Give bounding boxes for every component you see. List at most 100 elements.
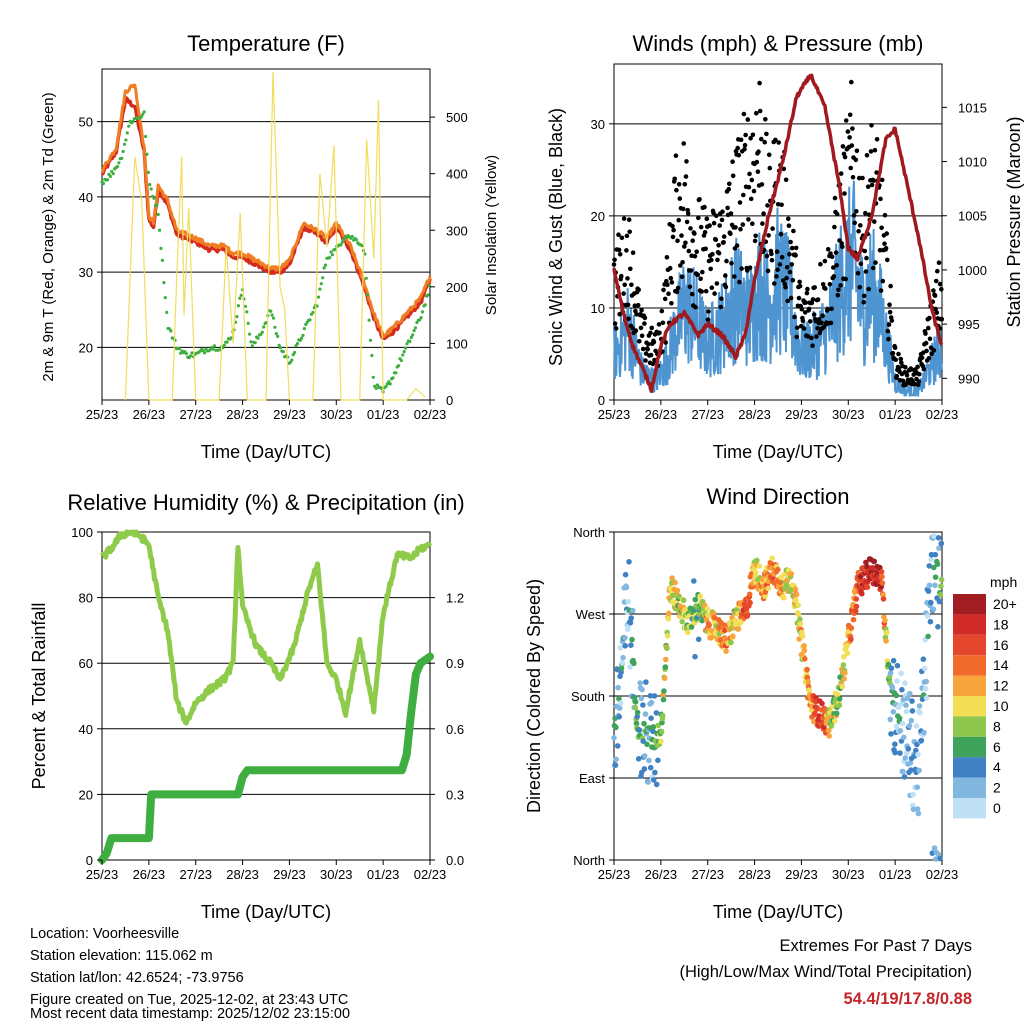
gust-point [852,220,857,226]
gust-point [747,171,752,177]
gust-point [774,249,780,254]
gust-point [791,228,796,234]
dewpoint-point [375,383,380,387]
gust-point [924,348,929,354]
dewpoint-point [364,276,368,280]
wind-direction-point [804,666,810,673]
wind-direction-point [616,705,623,711]
wind-direction-point [648,699,655,706]
gust-point [723,284,729,290]
x-tick-label: 29/23 [273,867,306,882]
wind-direction-point [888,731,894,737]
wind-direction-point [864,563,870,570]
gust-point [730,159,735,164]
wind-direction-point [930,606,937,612]
gust-point [743,132,748,138]
gust-point [674,187,679,193]
gust-point [765,268,771,274]
x-tick-label: 25/23 [598,867,631,882]
dewpoint-point [367,318,371,322]
gust-point [825,247,831,252]
dewpoint-point [121,149,125,154]
temperature-9m-line [100,83,432,339]
gust-point [880,278,886,284]
wind-direction-point [893,723,900,730]
gust-point [775,267,780,273]
wind-direction-point [792,586,799,592]
wind-direction-point [882,617,888,624]
dewpoint-point [141,112,145,116]
wind-direction-point [613,724,619,731]
dewpoint-point [322,266,326,270]
wind-direction-point [925,633,931,640]
gust-point [793,253,798,258]
y-tick-label: 20 [591,209,605,224]
wind-direction-point [652,769,658,776]
wind-direction-point [898,701,904,707]
dewpoint-point [394,371,398,375]
gust-point [642,315,648,321]
gust-point [746,184,752,190]
gust-point [885,328,891,334]
dewpoint-point [308,318,312,322]
gust-point [728,211,734,216]
dewpoint-point [158,228,162,232]
gust-point [793,245,799,251]
gust-point [625,302,631,308]
gust-point [730,173,736,179]
gust-point [616,232,621,237]
wind-direction-point [859,590,865,597]
gust-point [630,325,635,331]
gust-point [935,268,940,274]
gust-point [688,226,693,231]
gust-point [827,282,833,287]
gust-point [627,229,632,235]
gust-point [673,153,679,158]
dewpoint-point [159,246,163,250]
gust-point [712,291,717,296]
wind-direction-point [805,679,811,685]
gust-point [815,297,821,302]
gust-point [694,249,699,254]
gust-point [706,309,711,314]
gust-point [814,334,819,339]
wind-direction-point [922,686,929,692]
gust-point [621,291,626,296]
gust-point [692,231,697,236]
wind-direction-point [889,685,896,691]
dewpoint-point [262,325,266,329]
wind-direction-point [932,551,939,558]
wind-direction-point [660,696,667,703]
dewpoint-point [290,358,294,362]
wind-direction-point [650,777,657,783]
gust-point [725,205,730,211]
gust-point [649,325,654,331]
gust-point [684,159,689,164]
winds-title: Winds (mph) & Pressure (mb) [633,31,924,56]
gust-point [812,285,817,290]
dewpoint-point [148,183,152,187]
gust-point [917,371,922,377]
wind-direction-point [637,680,643,686]
wind-direction-point [723,648,729,654]
wind-direction-point [650,728,656,735]
info-created: Figure created on Tue, 2025-12-02, at 23… [30,992,348,1008]
dewpoint-point [408,339,412,343]
legend-label: 16 [993,637,1009,653]
dewpoint-point [399,358,403,363]
gust-point [886,322,892,327]
gust-point [842,191,847,196]
wind-direction-point [642,711,649,717]
gust-point [801,326,807,331]
y2-tick-label: 0.9 [446,656,464,671]
gust-point [705,317,711,323]
wind-direction-point [839,683,846,690]
gust-point [669,280,675,285]
wind-direction-point [899,686,905,693]
wind-direction-point [914,806,921,812]
wind-direction-point [619,660,625,666]
dewpoint-point [276,334,280,338]
legend-label: 0 [993,800,1001,816]
x-tick-label: 28/23 [738,867,771,882]
dewpoint-point [229,336,233,340]
